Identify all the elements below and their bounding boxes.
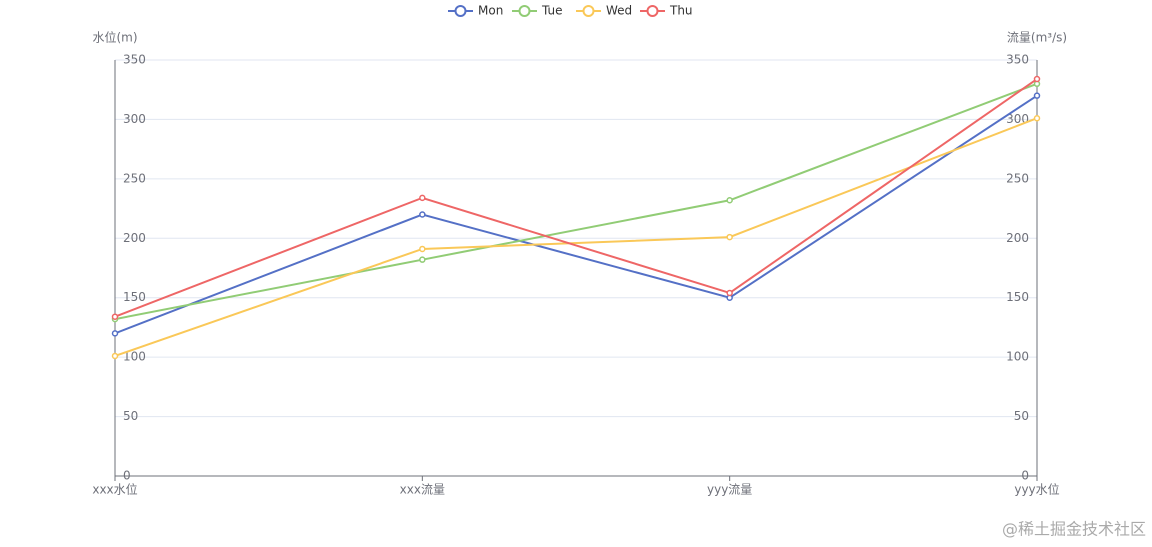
- data-point: [419, 245, 426, 253]
- legend-label: Wed: [606, 4, 632, 18]
- series-line: [114, 117, 1038, 357]
- y-tick-label: 200: [123, 231, 146, 245]
- data-point: [111, 313, 119, 320]
- y2-tick-label: 100: [1006, 350, 1029, 364]
- legend-label: Tue: [541, 4, 563, 18]
- y2-tick-label: 350: [1006, 53, 1029, 67]
- y-tick-label: 350: [123, 53, 146, 67]
- legend-icon: [518, 5, 531, 17]
- data-point: [726, 233, 733, 241]
- y-tick-label: 250: [123, 171, 146, 185]
- legend-icon: [582, 5, 595, 17]
- data-point: [419, 211, 426, 218]
- x-tick-label: yyy水位: [1014, 482, 1059, 497]
- y2-axis-label: 流量(m³/s): [1007, 31, 1067, 45]
- data-point: [111, 352, 119, 360]
- y2-tick-label: 250: [1006, 171, 1029, 185]
- y-tick-label: 100: [123, 350, 146, 364]
- series-line: [114, 78, 1038, 318]
- y2-tick-label: 150: [1006, 290, 1029, 304]
- x-tick-label: xxx流量: [400, 483, 445, 497]
- y-axis-label: 水位(m): [92, 30, 137, 45]
- y-tick-label: 150: [123, 290, 146, 304]
- data-point: [726, 289, 733, 297]
- legend-icon: [646, 5, 659, 17]
- data-point: [726, 197, 733, 204]
- y2-tick-label: 300: [1006, 112, 1029, 126]
- legend-label: Mon: [478, 4, 503, 18]
- data-point: [419, 256, 426, 263]
- y2-tick-label: 50: [1014, 409, 1029, 423]
- x-tick-label: yyy流量: [707, 483, 752, 497]
- legend-label: Thu: [669, 4, 693, 18]
- y-tick-label: 50: [123, 409, 138, 423]
- y-tick-label: 300: [123, 112, 146, 126]
- data-point: [419, 194, 426, 202]
- data-point: [1033, 75, 1041, 83]
- series-line: [114, 94, 1038, 335]
- data-point: [1033, 92, 1041, 99]
- data-point: [111, 330, 119, 337]
- watermark: @稀土掘金技术社区: [1002, 520, 1146, 539]
- legend-icon: [454, 5, 467, 17]
- series-line: [114, 82, 1038, 321]
- y2-tick-label: 200: [1006, 231, 1029, 245]
- data-point: [1033, 114, 1041, 122]
- x-tick-label: xxx水位: [92, 482, 137, 497]
